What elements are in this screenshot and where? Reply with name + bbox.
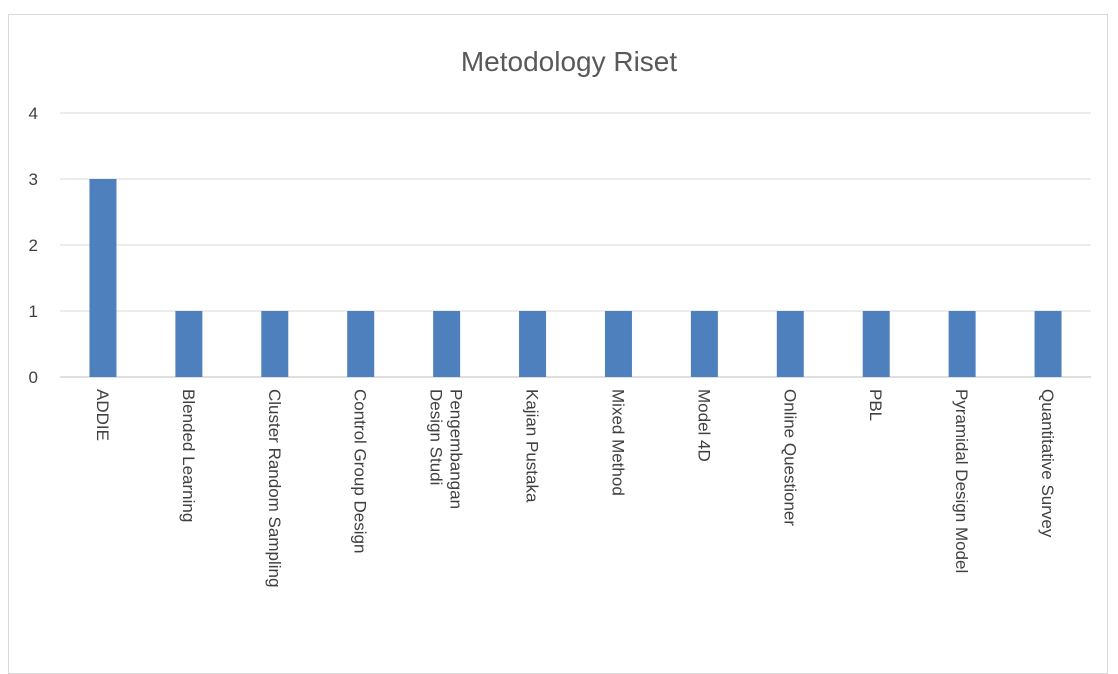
chart-title: Metodology Riset [461, 46, 678, 77]
bar [604, 311, 632, 377]
x-tick-label: Online Questioner [780, 389, 799, 526]
y-tick-label: 0 [29, 368, 38, 387]
gridlines [60, 112, 1091, 378]
x-tick-label: Design Studi Pengembangan [427, 389, 466, 509]
x-tick-label-line: Model 4D [694, 389, 713, 462]
x-tick-label: Blended Learning [179, 389, 198, 522]
y-tick-label: 3 [29, 170, 38, 189]
x-tick-label: Mixed Method [608, 389, 627, 496]
x-tick-label-line: Control Group Design [351, 389, 370, 553]
bar [261, 311, 289, 377]
bar [433, 311, 461, 377]
bar-chart: Metodology Riset 0 1 2 3 4 ADDIE Blended Lear… [29, 46, 1091, 587]
x-tick-label: ADDIE [93, 389, 112, 441]
bar [862, 311, 890, 377]
bar [690, 311, 718, 377]
x-tick-label-line: Online Questioner [780, 389, 799, 526]
x-tick-label-line: Kajian Pustaka [523, 389, 542, 503]
x-axis-ticks: ADDIE Blended Learning Cluster Random Samp… [93, 389, 1057, 587]
bar [776, 311, 804, 377]
x-tick-label-line: Pengembangan [447, 389, 466, 509]
x-tick-label: Model 4D [694, 389, 713, 462]
x-tick-label: Cluster Random Sampling [265, 389, 284, 587]
x-tick-label: Kajian Pustaka [523, 389, 542, 503]
x-tick-label-line: PBL [866, 389, 885, 421]
bar [519, 311, 547, 377]
x-tick-label-line: Blended Learning [179, 389, 198, 522]
x-tick-label: Quantitative Survey [1038, 389, 1057, 538]
bars [89, 179, 1062, 377]
bar [1034, 311, 1062, 377]
x-tick-label-line: ADDIE [93, 389, 112, 441]
y-tick-label: 2 [29, 236, 38, 255]
bar [89, 179, 117, 377]
y-tick-label: 4 [29, 104, 38, 123]
x-tick-label: PBL [866, 389, 885, 421]
x-tick-label: Control Group Design [351, 389, 370, 553]
x-tick-label-line: Mixed Method [608, 389, 627, 496]
x-tick-label-line: Quantitative Survey [1038, 389, 1057, 538]
y-axis-ticks: 0 1 2 3 4 [29, 104, 38, 387]
x-tick-label-line: Design Studi [427, 389, 446, 485]
bar [347, 311, 375, 377]
bar [175, 311, 203, 377]
x-tick-label-line: Cluster Random Sampling [265, 389, 284, 587]
y-tick-label: 1 [29, 302, 38, 321]
x-tick-label: Pyramidal Design Model [952, 389, 971, 573]
bar [948, 311, 976, 377]
x-tick-label-line: Pyramidal Design Model [952, 389, 971, 573]
